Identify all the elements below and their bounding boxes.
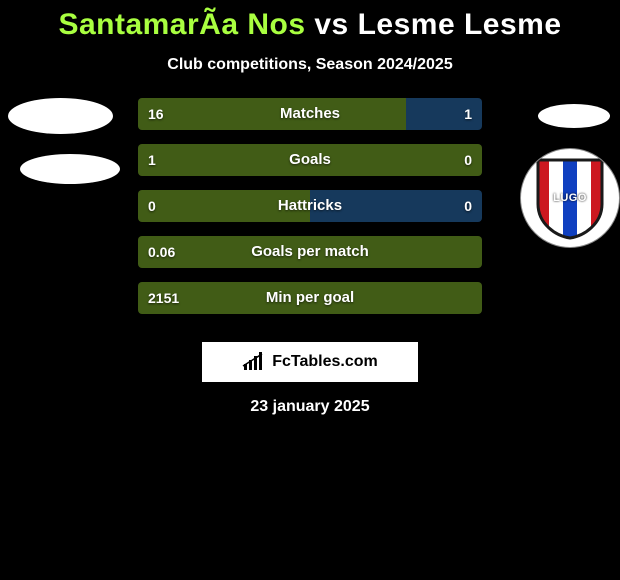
team-b-logo-2: LUGO (520, 148, 620, 248)
team-a-logo-1 (8, 98, 113, 134)
stat-value-left: 16 (148, 98, 164, 130)
branding-text: FcTables.com (272, 353, 378, 371)
stat-label: Matches (138, 98, 482, 130)
team-b-logo-1 (538, 104, 610, 128)
stat-label: Goals per match (138, 236, 482, 268)
stat-bar: Matches16 1 (138, 98, 482, 130)
bar-chart-icon (242, 352, 266, 372)
stat-label: Hattricks (138, 190, 482, 222)
stat-value-right: 0 (464, 190, 472, 222)
page-title: SantamarÃa Nos vs Lesme Lesme (0, 0, 620, 42)
stat-value-left: 1 (148, 144, 156, 176)
stat-label: Goals (138, 144, 482, 176)
stat-value-left: 2151 (148, 282, 179, 314)
stat-label: Min per goal (138, 282, 482, 314)
subtitle: Club competitions, Season 2024/2025 (0, 56, 620, 74)
stat-value-right: 1 (464, 98, 472, 130)
player-2-name: Lesme Lesme (358, 8, 562, 41)
stat-bar: Goals per match0.06 (138, 236, 482, 268)
stat-value-right: 0 (464, 144, 472, 176)
branding-badge: FcTables.com (202, 342, 418, 382)
vs-separator: vs (314, 8, 348, 41)
stat-bars: Matches161Goals10Hattricks00Goals per ma… (138, 98, 482, 328)
date-text: 23 january 2025 (0, 398, 620, 416)
team-a-logo-2 (20, 154, 120, 184)
stat-bar: Min per goal2151 (138, 282, 482, 314)
lugo-shield-icon: LUGO (534, 156, 606, 240)
player-1-name: SantamarÃa Nos (58, 8, 305, 41)
stat-bar: Goals1 0 (138, 144, 482, 176)
lugo-shield-label: LUGO (534, 192, 606, 204)
stat-value-left: 0.06 (148, 236, 175, 268)
stat-bar: Hattricks0 0 (138, 190, 482, 222)
stat-value-left: 0 (148, 190, 156, 222)
comparison-infographic: SantamarÃa Nos vs Lesme Lesme Club compe… (0, 0, 620, 580)
